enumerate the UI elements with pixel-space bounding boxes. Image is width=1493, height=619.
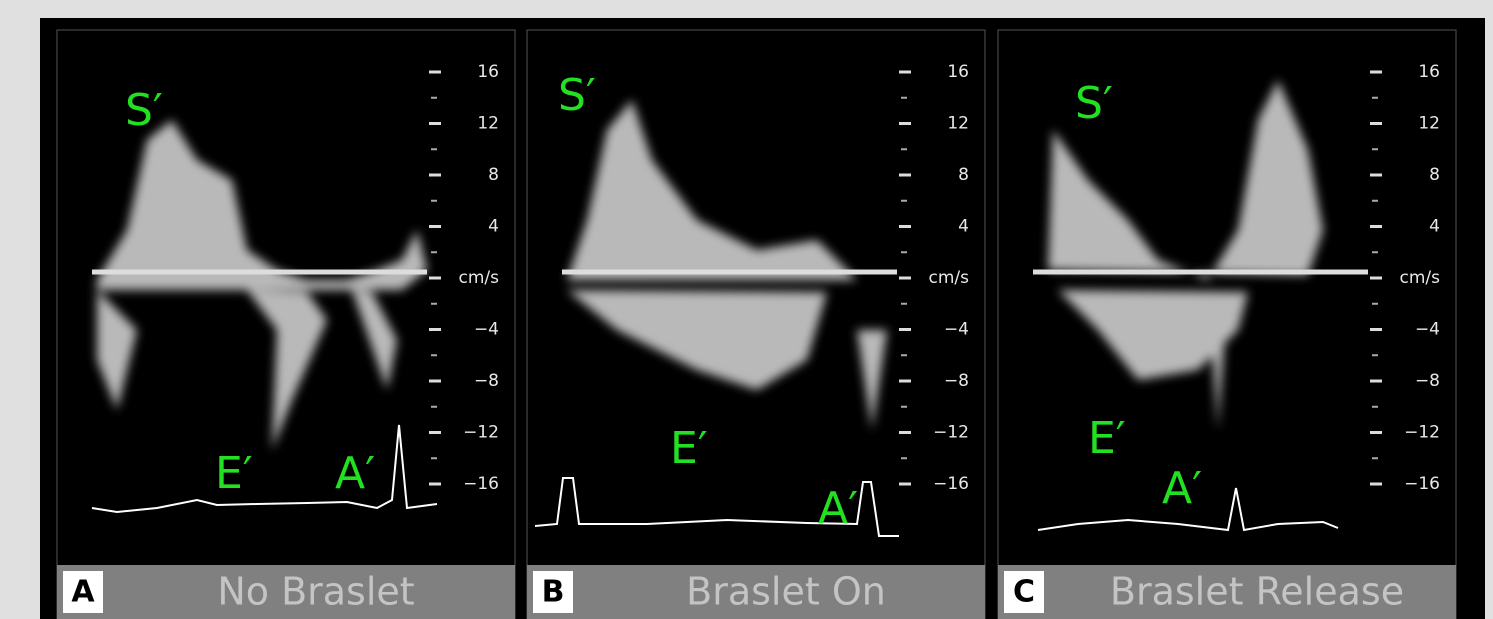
scale-label: 4 (1429, 217, 1440, 237)
scale-label: 8 (488, 165, 499, 185)
scale-label: 12 (1418, 114, 1440, 134)
scale-label: 16 (477, 62, 499, 82)
scale-label: 16 (947, 62, 969, 82)
wave-label: A′ (335, 448, 375, 499)
scale-label: cm/s (459, 268, 500, 288)
panel-caption: Braslet On (686, 570, 886, 614)
scale-label: cm/s (929, 268, 970, 288)
scale-label: −16 (1404, 474, 1440, 494)
scale-label: −4 (474, 320, 499, 340)
panel: 16 12 8 4 cm/s −4 −8 −12 −16 S′ E′ A′ A No Braslet (57, 30, 515, 619)
panel: 16 12 8 4 cm/s −4 −8 −12 −16 S′ E′ A′ C Braslet Relea… (998, 30, 1456, 619)
scale-label: −8 (474, 371, 499, 391)
scale-label: 4 (488, 217, 499, 237)
scale-label: −8 (1415, 371, 1440, 391)
panel-caption: No Braslet (217, 570, 414, 614)
scale-label: −12 (463, 423, 499, 443)
scale-label: −4 (1415, 320, 1440, 340)
wave-label: A′ (818, 483, 858, 534)
scale-label: −12 (1404, 423, 1440, 443)
scale-label: 8 (958, 165, 969, 185)
panel-letter: B (542, 575, 565, 610)
wave-label: E′ (670, 423, 708, 474)
panel-letter: C (1013, 575, 1035, 610)
wave-label: S′ (125, 85, 163, 136)
panel-caption: Braslet Release (1110, 570, 1404, 614)
scale-label: 12 (477, 114, 499, 134)
scale-label: 4 (958, 217, 969, 237)
panel-letter: A (71, 575, 95, 610)
scale-label: −16 (933, 474, 969, 494)
scale-label: cm/s (1400, 268, 1441, 288)
scale-label: −8 (944, 371, 969, 391)
scale-label: 12 (947, 114, 969, 134)
scale-label: −16 (463, 474, 499, 494)
wave-label: S′ (1075, 78, 1113, 129)
wave-label: E′ (215, 448, 253, 499)
scale-label: −12 (933, 423, 969, 443)
wave-label: A′ (1162, 463, 1202, 514)
scale-label: 8 (1429, 165, 1440, 185)
scale-label: −4 (944, 320, 969, 340)
wave-label: S′ (558, 70, 596, 121)
wave-label: E′ (1088, 413, 1126, 464)
panel: 16 12 8 4 cm/s −4 −8 −12 −16 S′ E′ A′ B Braslet On (527, 30, 985, 619)
figure: 161284cm/s−4−8−12−16S′E′A′ANo Braslet161… (0, 0, 1493, 619)
scale-label: 16 (1418, 62, 1440, 82)
